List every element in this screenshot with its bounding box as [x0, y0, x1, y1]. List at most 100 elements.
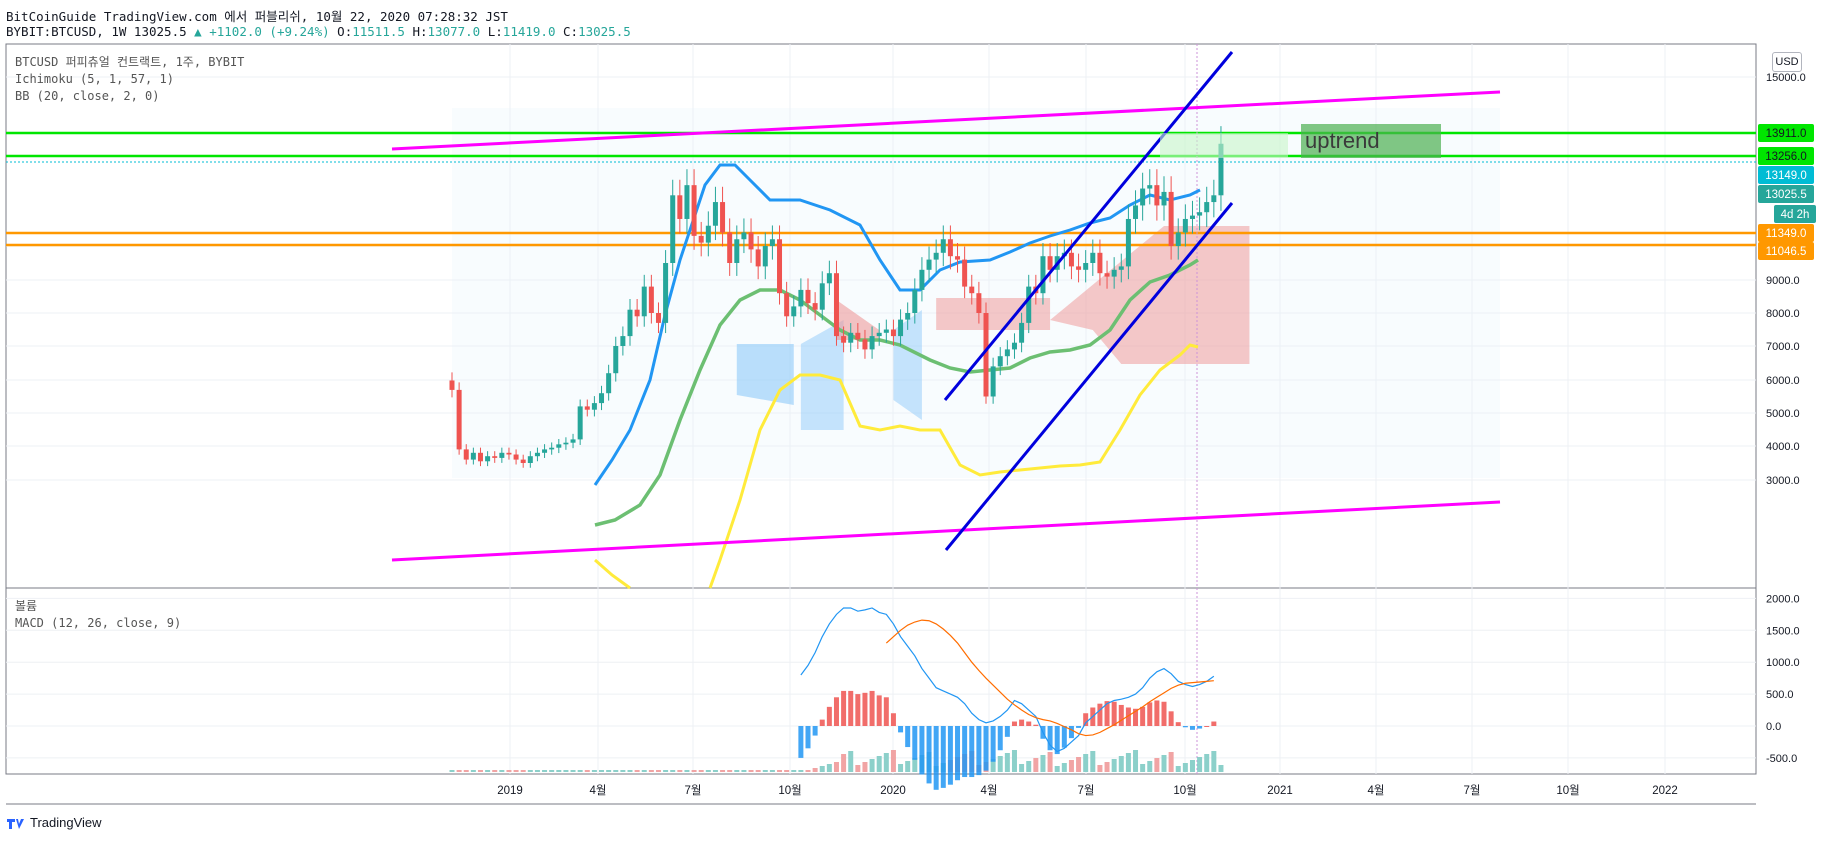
candle	[1175, 232, 1181, 246]
volume-bar	[798, 770, 804, 772]
uptrend-box[interactable]	[1301, 124, 1441, 158]
macd-histogram-bar	[1004, 726, 1010, 737]
volume-bar	[513, 770, 519, 772]
volume-bar	[1140, 764, 1146, 772]
time-tick-label: 7월	[1464, 784, 1481, 797]
lower-channel-line	[391, 500, 1501, 562]
macd-histogram-bar	[962, 726, 968, 778]
grid	[6, 44, 1756, 774]
macd-tick-label: 500.0	[1766, 689, 1794, 701]
change-value: +1102.0 (+9.24%)	[209, 24, 330, 39]
uptrend-text: uptrend	[1305, 128, 1380, 153]
symbol-label: BYBIT:BTCUSD, 1W 13025.5	[6, 24, 187, 39]
volume-bar	[549, 770, 555, 772]
candle	[691, 185, 697, 236]
candle	[670, 195, 676, 263]
legend-bb[interactable]: BB (20, close, 2, 0)	[15, 89, 160, 103]
trend-lines[interactable]	[391, 51, 1501, 562]
currency-button[interactable]: USD	[1772, 52, 1802, 72]
candle	[563, 442, 569, 445]
macd-histogram-bar	[1054, 726, 1060, 755]
high-label: H:	[412, 24, 428, 39]
candle	[855, 332, 861, 340]
volume-bar	[876, 756, 882, 772]
time-axis[interactable]: 2019 4월 7월 10월 2020 4월 7월 10월 2021 4월 7월 10월 2022	[497, 784, 1678, 797]
candle	[1189, 215, 1195, 219]
macd-histogram-bar	[1061, 726, 1067, 748]
macd-histogram-bar	[1118, 704, 1124, 726]
candle	[1076, 266, 1082, 270]
candle	[1040, 256, 1046, 294]
uptrend-annotation[interactable]: uptrend	[1160, 124, 1441, 158]
time-tick-label: 4월	[1368, 784, 1385, 797]
volume-bar	[1076, 757, 1082, 772]
volume-bar	[898, 764, 904, 772]
volume-bar	[833, 762, 839, 772]
volume-bar	[456, 770, 462, 772]
candle	[549, 447, 555, 450]
time-tick-label: 2020	[880, 785, 906, 797]
candle	[684, 185, 690, 219]
time-tick-label: 7월	[1078, 784, 1095, 797]
volume-bar	[634, 770, 640, 772]
volume-bar	[648, 770, 654, 772]
macd-histogram-bar	[905, 726, 911, 748]
candle	[841, 336, 847, 343]
volume-bar	[1147, 761, 1153, 772]
volume-bar	[1004, 753, 1010, 772]
horizontal-levels[interactable]	[6, 44, 1756, 774]
macd-histogram-bar	[1011, 721, 1017, 726]
macd-histogram-bar	[890, 713, 896, 726]
candle	[1104, 273, 1110, 277]
candle	[492, 456, 498, 458]
macd-histogram-bar	[862, 692, 868, 726]
macd-line	[800, 607, 1215, 753]
macd-tick-label: -500.0	[1766, 753, 1797, 765]
price-tick-label: 6000.0	[1766, 375, 1800, 387]
volume-bar	[470, 770, 476, 772]
price-tag	[1758, 124, 1814, 142]
macd-histogram-bar	[826, 706, 832, 726]
volume-bar	[1061, 763, 1067, 772]
candle	[1197, 212, 1203, 216]
candle	[905, 313, 911, 320]
candle	[463, 449, 469, 460]
price-tag-label: 13911.0	[1766, 128, 1807, 140]
time-tick-label: 2022	[1652, 785, 1678, 797]
legend-macd[interactable]: MACD (12, 26, close, 9)	[15, 616, 181, 630]
macd-tick-label: 1000.0	[1766, 657, 1800, 669]
tradingview-logo[interactable]: TradingView	[6, 815, 102, 830]
price-tag	[1758, 242, 1814, 260]
volume-bar	[670, 770, 676, 772]
macd-histogram-bar	[983, 726, 989, 771]
volume-bar	[819, 766, 825, 772]
macd-histogram-bar	[841, 690, 847, 726]
volume-bar	[463, 770, 469, 772]
candle	[698, 235, 704, 243]
candle	[976, 293, 982, 313]
volume-bar	[620, 770, 626, 772]
time-tick-label: 4월	[590, 784, 607, 797]
volume-bar	[1068, 760, 1074, 772]
volume-bar	[599, 770, 605, 772]
price-tag	[1774, 205, 1816, 223]
legend-ichimoku[interactable]: Ichimoku (5, 1, 57, 1)	[15, 72, 174, 86]
publish-info: BitCoinGuide TradingView.com 에서 퍼블리쉬, 10…	[6, 9, 508, 24]
candle	[734, 239, 740, 263]
volume-bar	[1011, 750, 1017, 772]
price-tick-label: 5000.0	[1766, 408, 1800, 420]
volume-bar	[912, 758, 918, 772]
close-value: 13025.5	[578, 24, 631, 39]
candle	[648, 286, 654, 313]
time-tick-label: 10월	[778, 784, 801, 797]
time-tick-label: 2021	[1267, 785, 1293, 797]
candle	[634, 309, 640, 317]
macd-histogram-bar	[819, 719, 825, 726]
low-label: L:	[487, 24, 503, 39]
close-label: C:	[563, 24, 579, 39]
volume-bar	[698, 770, 704, 772]
ohlc-header: BYBIT:BTCUSD, 1W 13025.5 ▲ +1102.0 (+9.2…	[6, 24, 631, 39]
legend-volume[interactable]: 볼륨	[15, 599, 37, 613]
volume-bar	[791, 770, 797, 772]
